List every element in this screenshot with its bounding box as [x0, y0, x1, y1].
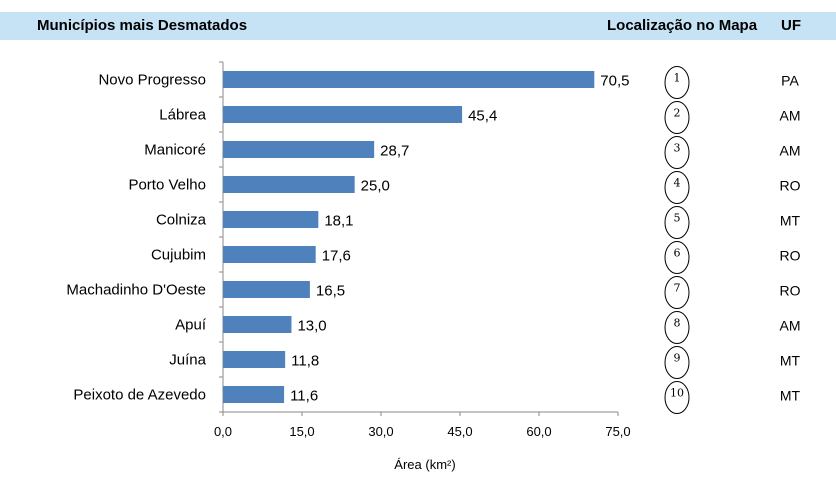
x-tick-label: 0,0 — [214, 424, 232, 439]
uf-label: AM — [780, 108, 801, 124]
header-title: Municípios mais Desmatados — [37, 17, 248, 34]
map-ref-circle — [664, 311, 690, 344]
uf-label: PA — [781, 73, 799, 89]
header-location-label: Localização no Mapa — [607, 17, 758, 34]
data-label: 70,5 — [600, 73, 629, 90]
x-tick-label: 75,0 — [605, 424, 630, 439]
map-ref-number: 3 — [674, 142, 681, 155]
category-label: Machadinho D'Oeste — [66, 282, 206, 299]
data-label: 16,5 — [316, 283, 345, 300]
category-label: Colniza — [156, 212, 207, 229]
x-tick-label: 15,0 — [289, 424, 314, 439]
uf-label: RO — [780, 178, 801, 194]
map-ref-circle — [664, 241, 690, 274]
header-uf-label: UF — [781, 17, 801, 34]
uf-label: MT — [780, 388, 801, 404]
uf-label: RO — [780, 283, 801, 299]
category-label: Manicoré — [144, 142, 206, 159]
x-axis-title: Área (km²) — [394, 457, 455, 472]
uf-label: MT — [780, 213, 801, 229]
bar — [223, 71, 595, 88]
bar — [223, 351, 286, 368]
bar — [223, 141, 375, 158]
data-label: 45,4 — [468, 108, 497, 125]
map-ref-circle — [664, 381, 690, 414]
map-ref-number: 2 — [674, 107, 681, 120]
bar — [223, 386, 285, 403]
x-tick-label: 60,0 — [526, 424, 551, 439]
uf-label: AM — [780, 143, 801, 159]
data-label: 13,0 — [297, 318, 326, 335]
category-label: Novo Progresso — [98, 72, 206, 89]
x-tick-label: 30,0 — [368, 424, 393, 439]
map-ref-number: 4 — [674, 177, 681, 190]
category-label: Cujubim — [151, 247, 206, 264]
category-label: Juína — [169, 352, 206, 369]
bar — [223, 316, 292, 333]
category-label: Apuí — [175, 317, 207, 334]
bar — [223, 176, 355, 193]
map-ref-circle — [664, 101, 690, 134]
map-ref-circle — [664, 171, 690, 204]
data-label: 11,6 — [290, 388, 318, 405]
map-ref-number: 7 — [674, 282, 681, 295]
x-tick-label: 45,0 — [447, 424, 472, 439]
map-ref-circle — [664, 66, 690, 99]
category-label: Lábrea — [159, 107, 206, 124]
data-label: 25,0 — [361, 178, 390, 195]
data-label: 11,8 — [291, 353, 319, 370]
data-label: 17,6 — [322, 248, 351, 265]
map-ref-circle — [664, 136, 690, 169]
uf-label: AM — [780, 318, 801, 334]
data-label: 28,7 — [380, 143, 409, 160]
map-ref-number: 1 — [674, 72, 681, 85]
map-ref-circle — [664, 346, 690, 379]
table-header: Municípios mais Desmatados Localização n… — [0, 12, 836, 40]
map-ref-circle — [664, 206, 690, 239]
uf-label: MT — [780, 353, 801, 369]
map-ref-number: 5 — [674, 212, 681, 225]
bar — [223, 211, 319, 228]
bar — [223, 246, 316, 263]
map-ref-number: 10 — [670, 387, 684, 400]
bar — [223, 106, 463, 123]
map-ref-number: 8 — [674, 317, 681, 330]
map-ref-circle — [664, 276, 690, 309]
map-ref-number: 9 — [674, 352, 681, 365]
category-label: Peixoto de Azevedo — [73, 387, 206, 404]
bar — [223, 281, 310, 298]
category-label: Porto Velho — [128, 177, 206, 194]
map-ref-number: 6 — [674, 247, 681, 260]
data-label: 18,1 — [324, 213, 353, 230]
uf-label: RO — [780, 248, 801, 264]
